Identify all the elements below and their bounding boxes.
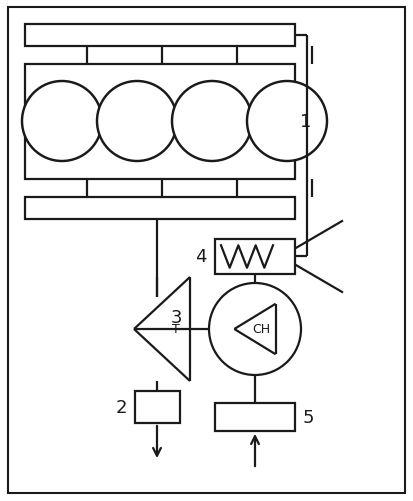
Text: T: T [172, 323, 180, 336]
Bar [25, 25, 295, 47]
Bar [215, 403, 295, 431]
Bar [135, 391, 180, 423]
Text: 2: 2 [116, 398, 127, 416]
Bar [25, 65, 295, 180]
Text: CH: CH [252, 323, 270, 336]
Circle shape [172, 82, 252, 162]
Circle shape [97, 82, 177, 162]
Circle shape [209, 284, 301, 375]
Circle shape [22, 82, 102, 162]
Text: 1: 1 [300, 113, 311, 131]
Bar [25, 197, 295, 219]
Circle shape [247, 82, 327, 162]
Text: 5: 5 [303, 408, 315, 426]
Text: 3: 3 [171, 309, 182, 326]
Text: 4: 4 [195, 248, 207, 266]
Bar [215, 239, 295, 275]
